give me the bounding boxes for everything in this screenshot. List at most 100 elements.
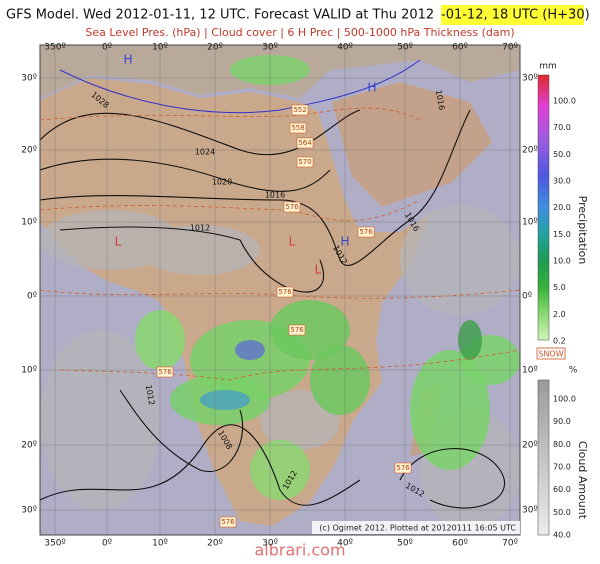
thickness-label-box	[276, 286, 294, 298]
thickness-label: 570	[298, 158, 311, 166]
precip-tick-label: 10.0	[553, 257, 571, 266]
graticule	[40, 45, 520, 535]
precipitation	[135, 55, 520, 500]
cloud-tick-label: 40.0	[553, 531, 571, 540]
credit: (c) Ogimet 2012. Plotted at 20120111 16:…	[319, 524, 516, 533]
thickness-label: 576	[359, 228, 373, 236]
isobar-label: 1012	[190, 224, 210, 233]
arabia	[332, 82, 492, 207]
lat-label-right: 30º	[522, 506, 538, 516]
precip-tick-label: 0.2	[553, 337, 566, 346]
lon-label-top: 60º	[452, 43, 468, 53]
cloud-title: Cloud Amount	[576, 441, 589, 520]
lon-label-bottom: 70º	[502, 539, 518, 549]
lon-label-top: 10º	[152, 43, 168, 53]
thickness-label: 564	[298, 139, 312, 147]
lon-label-bottom: 60º	[452, 539, 468, 549]
snow-label: SNOW	[538, 350, 563, 359]
thickness-label-box	[289, 122, 307, 134]
watermark: albrari.com	[254, 541, 345, 560]
precip-colorbar	[537, 74, 550, 341]
lon-label-bottom: 350º	[44, 539, 65, 549]
lon-label-top: 350º	[44, 43, 65, 53]
thickness-label: 576	[290, 326, 304, 334]
pressure-center: H	[340, 235, 349, 249]
isobar-label: 1020	[212, 178, 232, 187]
pressure-center: H	[123, 53, 132, 67]
thickness-label-box	[219, 516, 237, 528]
lat-label-left: 10º	[21, 218, 37, 228]
lat-label-left: 20º	[21, 441, 37, 451]
title-highlight-bg	[441, 5, 584, 25]
pressure-center: H	[367, 81, 376, 95]
cloud-tick-label: 50.0	[553, 508, 571, 517]
lon-label-bottom: 20º	[207, 539, 223, 549]
precip-tick-label: 50.0	[553, 150, 571, 159]
lat-label-left: 0º	[27, 292, 37, 302]
lon-label-top: 0º	[102, 43, 112, 53]
precip-title: Precipitation	[576, 196, 589, 265]
lat-label-left: 30º	[21, 506, 37, 516]
snow-box	[536, 347, 566, 360]
thickness-label-box	[357, 226, 375, 238]
thickness-label: 576	[221, 518, 235, 526]
thickness-label: 558	[291, 124, 304, 132]
title: GFS Model. Wed 2012-01-11, 12 UTC. Forec…	[6, 8, 434, 23]
lon-label-top: 50º	[397, 43, 413, 53]
isobar-label: 1012	[144, 384, 156, 406]
lon-label-bottom: 50º	[397, 539, 413, 549]
thickness-label: 576	[278, 288, 292, 296]
lon-label-bottom: 30º	[262, 539, 278, 549]
subtitle: Sea Level Pres. (hPa) | Cloud cover | 6 …	[85, 26, 514, 39]
map-area	[40, 45, 520, 535]
lon-label-top: 70º	[502, 43, 518, 53]
thickness-label-box	[296, 156, 314, 168]
lon-label-top: 40º	[337, 43, 353, 53]
cloud-tick-label: 70.0	[553, 463, 571, 472]
thickness-label-box	[283, 201, 301, 213]
lon-label-bottom: 10º	[152, 539, 168, 549]
map-frame	[39, 44, 521, 536]
lon-label-top: 20º	[207, 43, 223, 53]
thickness-label-box	[288, 324, 306, 336]
thickness-label-box	[156, 366, 174, 378]
lat-label-right: 20º	[522, 146, 538, 156]
isobar-label: 1016	[434, 89, 446, 111]
lat-label-left: 20º	[21, 146, 37, 156]
thickness-label: 552	[293, 106, 306, 114]
thickness-label: 576	[396, 464, 410, 472]
lat-label-right: 20º	[522, 441, 538, 451]
precip-tick-label: 30.0	[553, 177, 571, 186]
precip-tick-label: 100.0	[553, 97, 576, 106]
cloud-colorbar	[537, 379, 550, 536]
lon-label-bottom: 0º	[102, 539, 112, 549]
pressure-center: L	[289, 235, 296, 249]
thickness-540	[59, 59, 421, 114]
lat-label-right: 10º	[522, 218, 538, 228]
thickness-label: 576	[285, 203, 299, 211]
cloud-tick-label: 100.0	[553, 395, 576, 404]
precip-tick-label: 2.0	[553, 310, 566, 319]
thickness-label: 576	[158, 368, 172, 376]
title-highlight: -01-12, 18 UTC (H+30)	[441, 8, 590, 23]
isobar-label: 1016	[265, 191, 285, 200]
lat-label-right: 30º	[522, 74, 538, 84]
credit-bg	[312, 521, 520, 534]
lat-label-right: 0º	[522, 292, 532, 302]
cloud-unit: %	[569, 366, 578, 376]
cloud-tick-label: 90.0	[553, 417, 571, 426]
cloud-tick-label: 60.0	[553, 485, 571, 494]
precip-tick-label: 20.0	[553, 203, 571, 212]
thickness-label-box	[296, 137, 314, 149]
cloud-tick-label: 80.0	[553, 440, 571, 449]
lon-label-bottom: 40º	[337, 539, 353, 549]
lat-label-left: 10º	[21, 366, 37, 376]
precip-unit: mm	[539, 62, 557, 72]
thickness-label-box	[291, 104, 309, 116]
isobar-label: 1024	[195, 148, 215, 157]
lat-label-right: 10º	[522, 366, 538, 376]
precip-tick-label: 5.0	[553, 283, 566, 292]
pressure-center: L	[315, 263, 322, 277]
precip-tick-label: 15.0	[553, 230, 571, 239]
